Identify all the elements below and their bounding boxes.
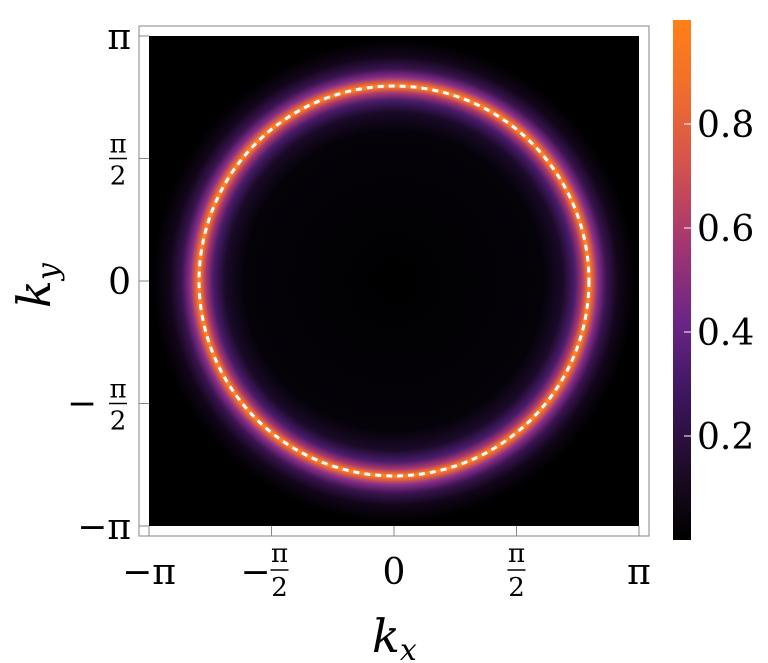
heatmap-ring <box>152 39 636 523</box>
x-tick-label-numerator: π <box>508 539 525 569</box>
x-axis-label-main: k <box>372 609 400 663</box>
y-tick-label-numerator: π <box>109 375 126 405</box>
y-tick-label: −π <box>77 507 131 548</box>
colorbar-ticks: 0.8 0.6 0.4 0.2 <box>684 105 754 458</box>
y-axis-label-main: k <box>7 280 61 308</box>
x-tick-label-numerator: π <box>271 539 288 569</box>
x-axis-label: kx <box>372 609 417 663</box>
x-axis-label-sub: x <box>400 633 417 663</box>
x-tick-label-denominator: 2 <box>508 573 525 603</box>
y-tick-label-sign: − <box>67 384 97 425</box>
y-tick-label-numerator: π <box>109 130 126 160</box>
y-axis-label: ky <box>7 262 66 308</box>
y-axis-label-sub: y <box>31 262 66 282</box>
x-tick-label: π <box>627 552 651 593</box>
x-tick-label: 0 <box>383 552 406 593</box>
y-tick-label: 0 <box>108 262 131 303</box>
colorbar-tick-label: 0.2 <box>697 417 754 458</box>
y-tick-label-denominator: 2 <box>110 162 127 192</box>
dashed-contour <box>197 84 591 478</box>
x-tick-label-denominator: 2 <box>271 573 288 603</box>
y-tick-label: π <box>107 17 131 58</box>
colorbar-tick-label: 0.8 <box>697 105 754 146</box>
colorbar-gradient <box>673 20 691 540</box>
x-tick-label-sign: − <box>240 552 270 593</box>
x-tick-label: −π <box>122 552 176 593</box>
y-tick-label-denominator: 2 <box>110 407 127 437</box>
x-axis-ticks: −π − π2 0 π2 π <box>122 526 651 603</box>
colorbar-tick-label: 0.4 <box>697 313 754 354</box>
colorbar-tick-label: 0.6 <box>697 209 754 250</box>
heatmap <box>149 36 639 526</box>
